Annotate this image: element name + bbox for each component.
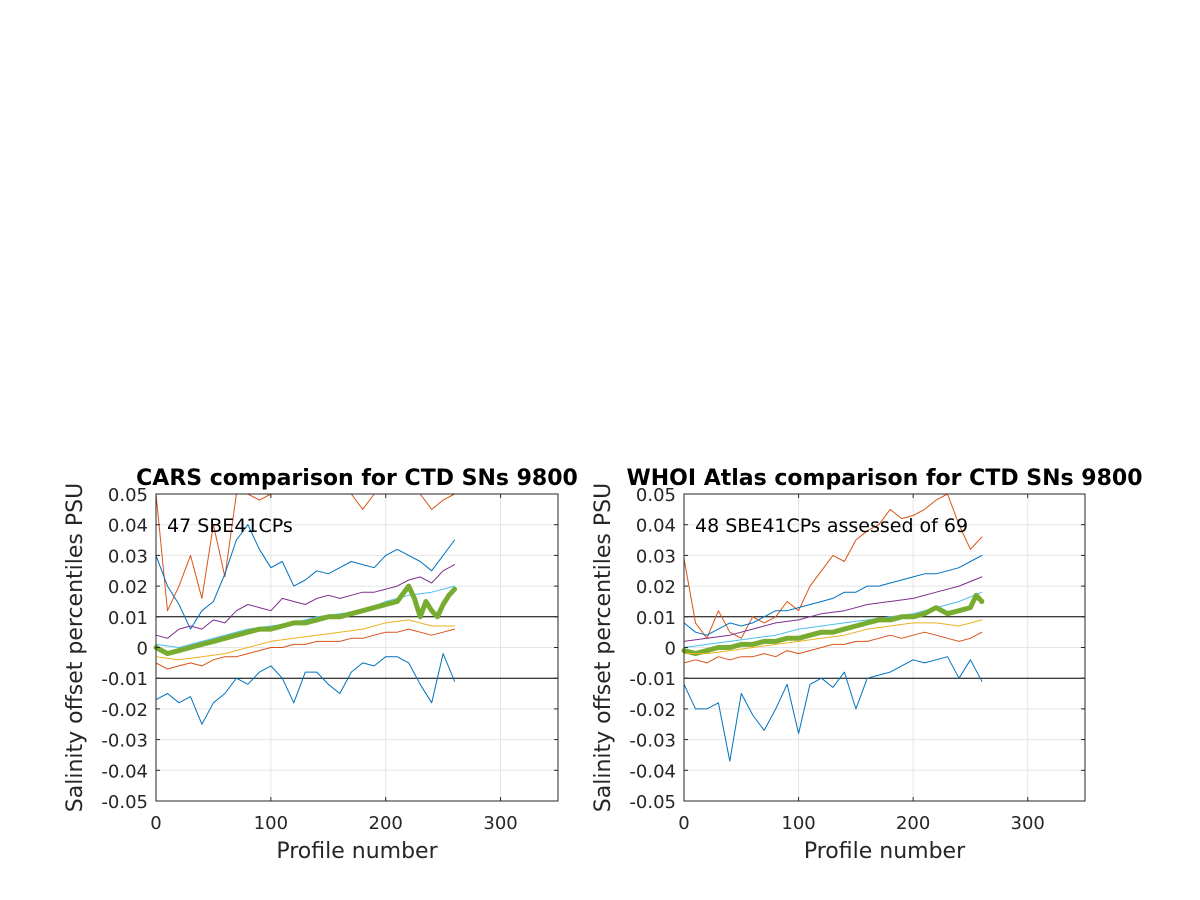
cars-chart-title: CARS comparison for CTD SNs 9800	[136, 466, 578, 491]
cars-annotation: 47 SBE41CPs	[167, 515, 293, 537]
whoi-chart-title: WHOI Atlas comparison for CTD SNs 9800	[626, 466, 1142, 491]
whoi-x-tick-label: 100	[781, 813, 815, 834]
cars-y-tick-label: 0.01	[108, 608, 148, 629]
cars-series-p10	[155, 653, 456, 725]
cars-y-tick-label: -0.02	[101, 700, 148, 721]
cars-x-tick-label: 300	[483, 813, 517, 834]
whoi-series-p10	[683, 656, 983, 762]
cars-y-tick-label: -0.03	[101, 731, 148, 752]
cars-series	[153, 493, 458, 725]
cars-ticks: 0 100 200 300 0.05 0.04 0.03 0.02 0.01 0 -0.01 -0.0…	[101, 485, 558, 834]
whoi-x-tick-label: 0	[678, 813, 689, 834]
whoi-x-axis-label: Profile number	[804, 839, 966, 864]
whoi-series-p40	[683, 619, 983, 655]
whoi-y-tick-label: -0.02	[629, 700, 676, 721]
cars-y-tick-label: 0.04	[108, 516, 148, 537]
whoi-y-tick-label: 0	[665, 639, 676, 660]
cars-y-tick-label: 0.03	[108, 546, 148, 567]
whoi-annotation: 48 SBE41CPs assessed of 69	[695, 515, 968, 537]
whoi-x-tick-label: 200	[896, 813, 930, 834]
whoi-y-tick-label: -0.01	[629, 669, 676, 690]
cars-series-p25	[155, 628, 456, 670]
cars-series-p60	[155, 585, 456, 648]
cars-y-tick-label: 0.02	[108, 577, 148, 598]
cars-series-median	[153, 583, 458, 657]
whoi-y-tick-label: 0.04	[636, 516, 676, 537]
whoi-y-tick-label: 0.03	[636, 546, 676, 567]
whoi-reference-lines	[684, 616, 1085, 679]
cars-x-tick-label: 100	[254, 813, 288, 834]
cars-y-axis-label: Salinity offset percentiles PSU	[63, 483, 88, 812]
whoi-y-tick-label: 0.02	[636, 577, 676, 598]
cars-series-p75	[155, 564, 456, 639]
cars-x-tick-label: 200	[369, 813, 403, 834]
whoi-series-p75	[683, 576, 983, 642]
whoi-y-tick-label: 0.05	[636, 485, 676, 506]
whoi-x-tick-label: 300	[1011, 813, 1045, 834]
whoi-y-axis-label: Salinity offset percentiles PSU	[591, 483, 616, 812]
whoi-series-median	[681, 592, 985, 657]
whoi-y-tick-label: -0.03	[629, 731, 676, 752]
cars-y-tick-label: 0	[137, 639, 148, 660]
whoi-y-tick-label: -0.05	[629, 792, 676, 813]
whoi-panel: 0 100 200 300 0.05 0.04 0.03 0.02 0.01 0 -0.01 -0.0…	[591, 466, 1143, 864]
cars-x-tick-label: 0	[150, 813, 161, 834]
whoi-series	[681, 493, 985, 762]
whoi-ticks: 0 100 200 300 0.05 0.04 0.03 0.02 0.01 0 -0.01 -0.0…	[629, 485, 1085, 834]
cars-y-tick-label: -0.01	[101, 669, 148, 690]
cars-series-p40	[155, 619, 456, 661]
cars-y-tick-label: -0.04	[101, 761, 148, 782]
whoi-y-tick-label: 0.01	[636, 608, 676, 629]
whoi-y-tick-label: -0.04	[629, 761, 676, 782]
cars-x-axis-label: Profile number	[276, 839, 438, 864]
whoi-series-p25	[683, 631, 983, 664]
cars-reference-lines	[156, 616, 558, 679]
cars-panel: 0 100 200 300 0.05 0.04 0.03 0.02 0.01 0 -0.01 -0.0…	[63, 466, 578, 864]
cars-y-tick-label: 0.05	[108, 485, 148, 506]
cars-y-tick-label: -0.05	[101, 792, 148, 813]
cars-series-p90	[155, 524, 456, 630]
whoi-series-p90	[683, 554, 983, 636]
